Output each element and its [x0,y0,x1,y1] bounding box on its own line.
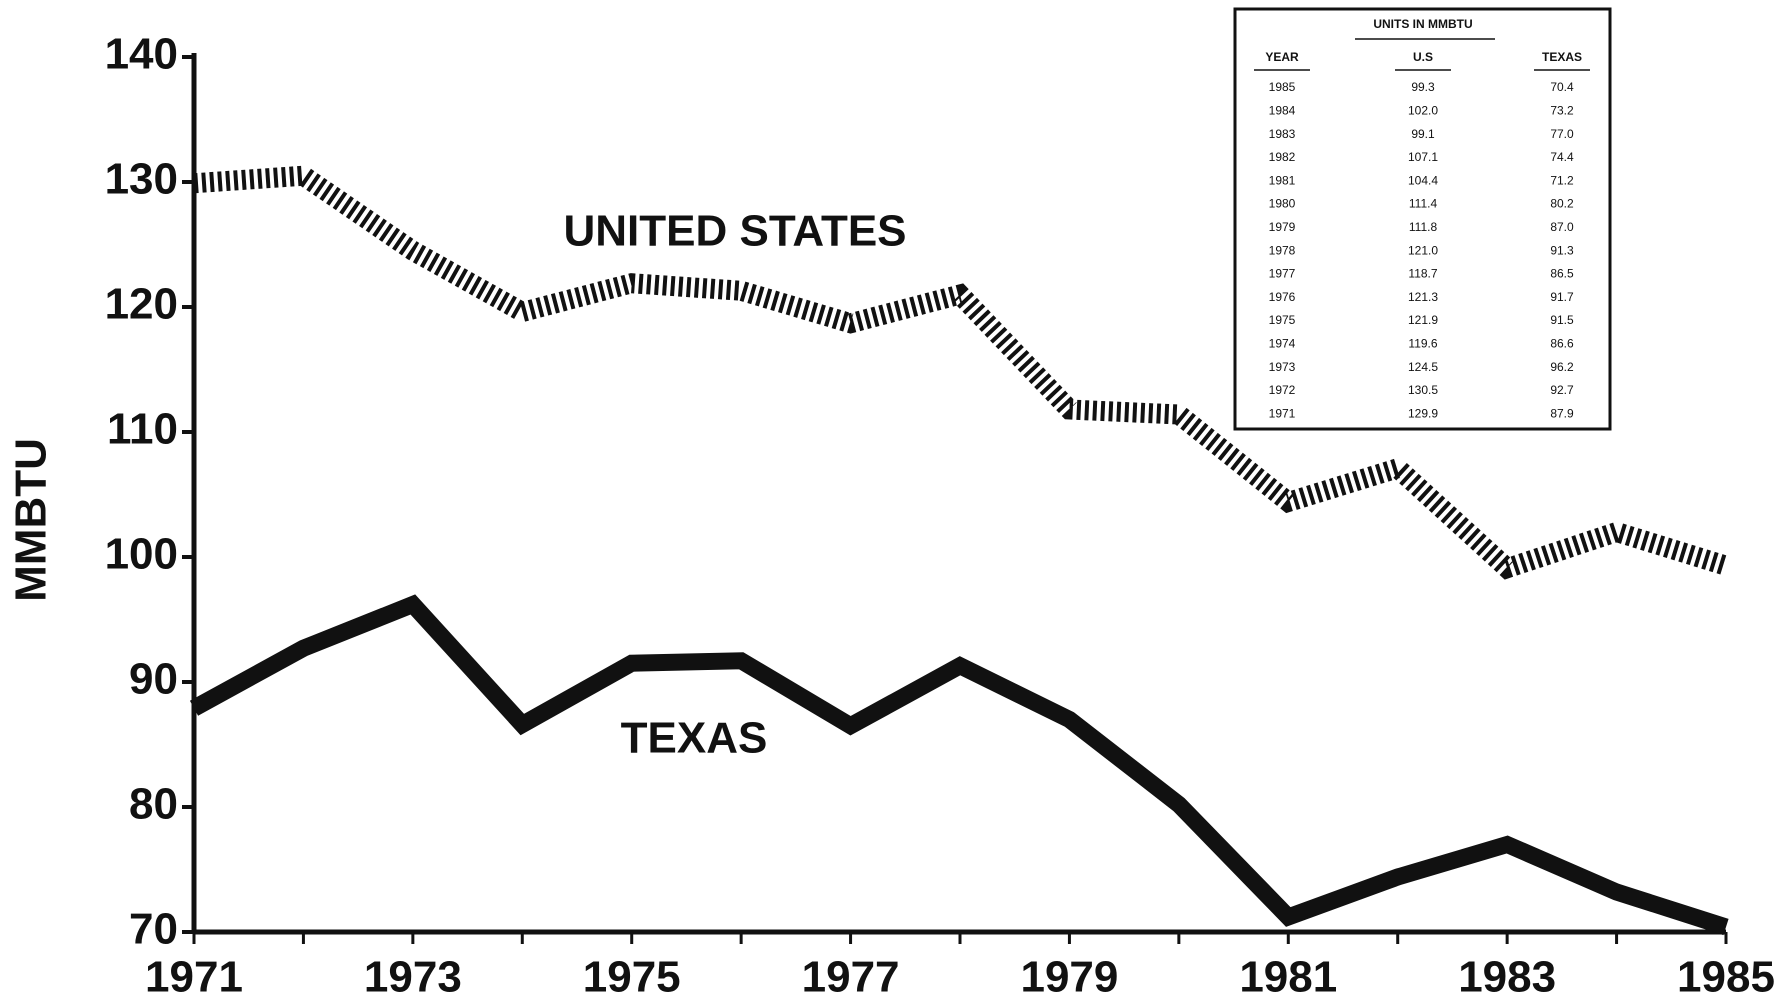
series-line [193,165,1729,580]
table-cell: 129.9 [1408,406,1438,420]
table-cell: 91.7 [1550,290,1574,304]
table-cell: 119.6 [1408,336,1437,350]
table-cell: 1974 [1269,336,1296,350]
x-tick-label: 1975 [583,953,681,1002]
table-cell: 86.6 [1550,336,1574,350]
table-cell: 124.5 [1408,360,1438,374]
x-tick-label: 1971 [145,953,243,1002]
table-cell: 1979 [1269,220,1296,234]
y-tick-label: 130 [105,155,178,204]
x-tick-label: 1979 [1020,953,1118,1002]
y-axis-label: MMBTU [7,438,56,602]
series-line [189,594,1729,936]
table-box [1233,7,1612,431]
y-tick-label: 100 [105,530,178,579]
table-cell: 1984 [1269,103,1296,117]
table-cell: 74.4 [1550,150,1574,164]
x-tick-label: 1981 [1239,953,1337,1002]
table-cell: 99.1 [1411,127,1435,141]
x-tick-label: 1985 [1677,953,1775,1002]
series-label: UNITED STATES [563,207,906,256]
table-cell: 1975 [1269,313,1296,327]
table-cell: 77.0 [1550,127,1574,141]
table-cell: 87.9 [1550,406,1574,420]
table-cell: 71.2 [1550,173,1574,187]
table-cell: 87.0 [1550,220,1574,234]
table-cell: 111.8 [1409,220,1438,234]
table-cell: 80.2 [1550,197,1574,211]
table-title: UNITS IN MMBTU [1373,17,1472,31]
table-cell: 1971 [1269,406,1296,420]
table-cell: 92.7 [1550,383,1574,397]
table-cell: 99.3 [1411,80,1435,94]
table-cell: 1978 [1269,243,1296,257]
table-header: YEAR [1265,50,1299,64]
table-cell: 1980 [1269,197,1296,211]
series-label: TEXAS [621,714,768,763]
y-tick-label: 140 [105,30,178,79]
table-cell: 118.7 [1408,267,1437,281]
table-cell: 91.5 [1550,313,1574,327]
y-tick-label: 120 [105,280,178,329]
table-cell: 70.4 [1550,80,1574,94]
y-tick-label: 80 [129,780,178,829]
table-cell: 121.9 [1408,313,1438,327]
table-cell: 1985 [1269,80,1296,94]
table-cell: 96.2 [1550,360,1574,374]
table-cell: 121.3 [1408,290,1438,304]
table-cell: 104.4 [1408,173,1438,187]
table-cell: 1976 [1269,290,1296,304]
table-cell: 1983 [1269,127,1296,141]
x-tick-label: 1983 [1458,953,1556,1002]
table-cell: 121.0 [1408,243,1438,257]
x-tick-label: 1977 [802,953,900,1002]
y-tick-label: 70 [129,905,178,954]
y-tick-label: 90 [129,655,178,704]
table-cell: 73.2 [1550,103,1574,117]
table-cell: 86.5 [1550,267,1574,281]
table-cell: 102.0 [1408,103,1438,117]
table-cell: 1977 [1269,267,1296,281]
table-header: TEXAS [1542,50,1582,64]
table-cell: 1981 [1269,173,1296,187]
table-cell: 1972 [1269,383,1296,397]
table-header: U.S [1413,50,1433,64]
table-cell: 111.4 [1409,197,1438,211]
y-tick-label: 110 [107,405,178,454]
table-cell: 130.5 [1408,383,1438,397]
table-cell: 91.3 [1550,243,1574,257]
table-cell: 1973 [1269,360,1296,374]
x-tick-label: 1973 [364,953,462,1002]
table-cell: 1982 [1269,150,1296,164]
table-cell: 107.1 [1408,150,1438,164]
